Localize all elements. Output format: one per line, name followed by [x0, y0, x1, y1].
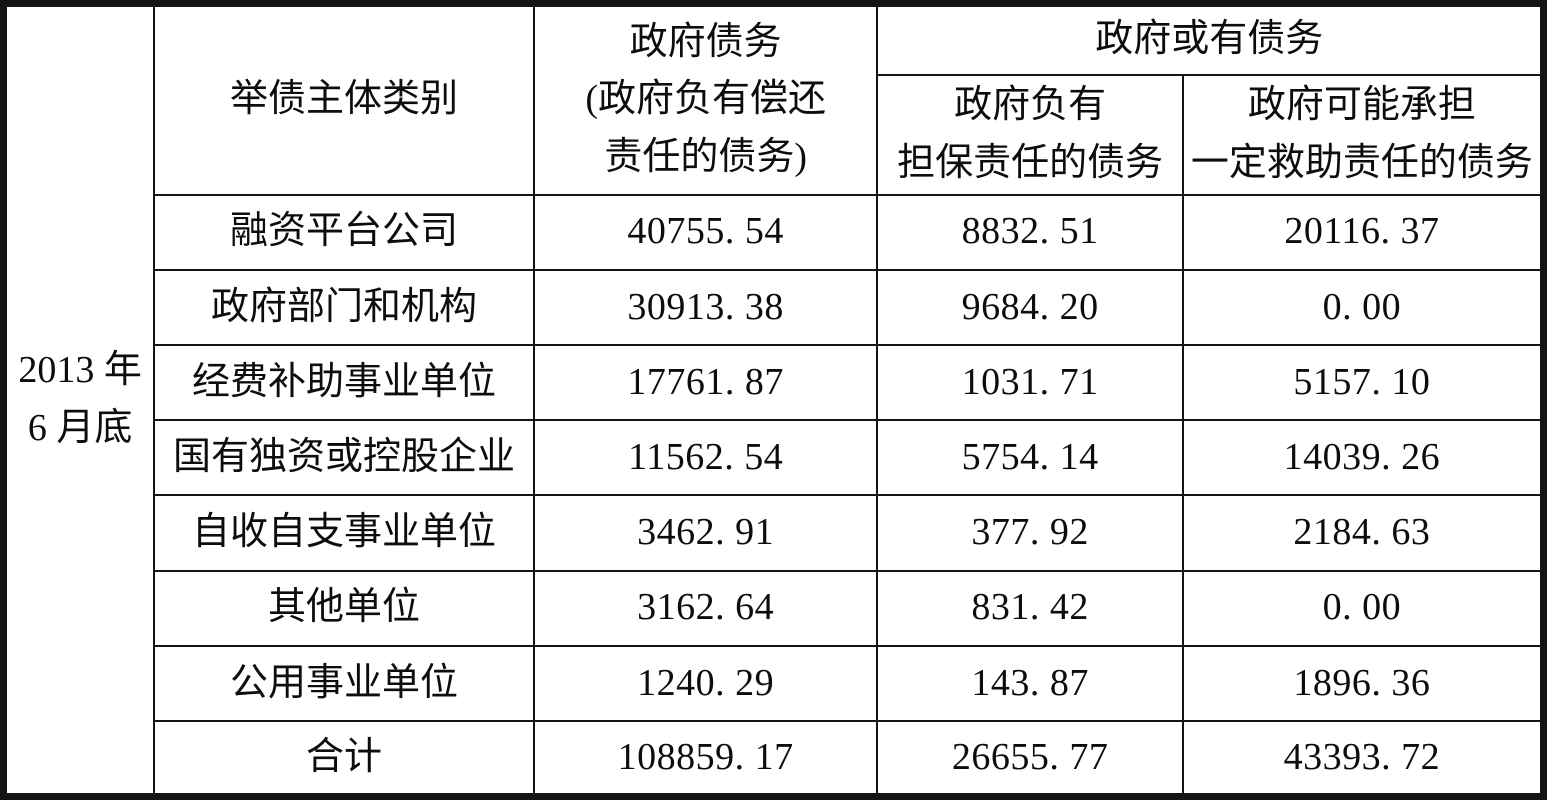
rescue-value: 1896. 36 [1181, 644, 1545, 723]
category-cell: 自收自支事业单位 [153, 494, 535, 572]
header-guarantee-debt: 政府负有 担保责任的债务 [876, 73, 1184, 196]
header-rescue-debt: 政府可能承担 一定救助责任的债务 [1181, 73, 1545, 196]
category-cell: 政府部门和机构 [153, 268, 535, 347]
rescue-value: 5157. 10 [1181, 344, 1545, 422]
gov-debt-value: 1240. 29 [532, 644, 879, 723]
guarantee-value: 5754. 14 [876, 419, 1184, 497]
gov-debt-value: 3162. 64 [532, 569, 879, 647]
gov-debt-value: 108859. 17 [532, 720, 879, 798]
gov-debt-value: 11562. 54 [532, 419, 879, 497]
category-cell: 融资平台公司 [153, 193, 535, 271]
gov-debt-value: 17761. 87 [532, 344, 879, 422]
guarantee-value: 1031. 71 [876, 344, 1184, 422]
rescue-value: 14039. 26 [1181, 419, 1545, 497]
rescue-value: 0. 00 [1181, 268, 1545, 347]
guarantee-value: 26655. 77 [876, 720, 1184, 798]
category-cell: 其他单位 [153, 569, 535, 647]
period-cell: 2013 年 6 月底 [2, 2, 156, 798]
category-cell: 公用事业单位 [153, 644, 535, 723]
guarantee-value: 8832. 51 [876, 193, 1184, 271]
category-cell: 经费补助事业单位 [153, 344, 535, 422]
header-category: 举债主体类别 [153, 2, 535, 196]
guarantee-value: 377. 92 [876, 494, 1184, 572]
category-cell: 合计 [153, 720, 535, 798]
gov-debt-value: 40755. 54 [532, 193, 879, 271]
category-cell: 国有独资或控股企业 [153, 419, 535, 497]
header-gov-debt: 政府债务 (政府负有偿还 责任的债务) [532, 2, 879, 196]
table-row-total: 合计 108859. 17 26655. 77 43393. 72 [4, 720, 1545, 798]
guarantee-value: 143. 87 [876, 644, 1184, 723]
table-row-subsidized-institutions: 经费补助事业单位 17761. 87 1031. 71 5157. 10 [4, 344, 1545, 422]
gov-debt-value: 30913. 38 [532, 268, 879, 347]
table-row-financing-platform: 融资平台公司 40755. 54 8832. 51 20116. 37 [4, 193, 1545, 271]
gov-debt-value: 3462. 91 [532, 494, 879, 572]
table-row-state-owned-enterprises: 国有独资或控股企业 11562. 54 5754. 14 14039. 26 [4, 419, 1545, 497]
rescue-value: 0. 00 [1181, 569, 1545, 647]
header-row-sub: 政府负有 担保责任的债务 政府可能承担 一定救助责任的债务 [4, 73, 1545, 196]
table-row-self-funded-institutions: 自收自支事业单位 3462. 91 377. 92 2184. 63 [4, 494, 1545, 572]
rescue-value: 43393. 72 [1181, 720, 1545, 798]
table-row-other-units: 其他单位 3162. 64 831. 42 0. 00 [4, 569, 1545, 647]
rescue-value: 2184. 63 [1181, 494, 1545, 572]
guarantee-value: 9684. 20 [876, 268, 1184, 347]
guarantee-value: 831. 42 [876, 569, 1184, 647]
table-row-public-utilities: 公用事业单位 1240. 29 143. 87 1896. 36 [4, 644, 1545, 723]
header-contingent-debt-group: 政府或有债务 [876, 2, 1545, 76]
table-row-gov-departments: 政府部门和机构 30913. 38 9684. 20 0. 00 [4, 268, 1545, 347]
rescue-value: 20116. 37 [1181, 193, 1545, 271]
